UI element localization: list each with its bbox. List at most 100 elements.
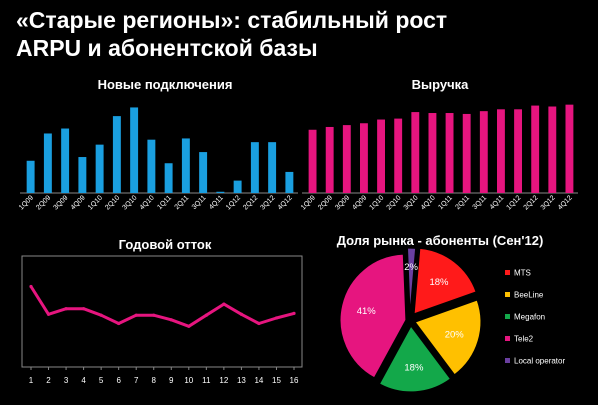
revenue-bar xyxy=(462,113,471,193)
new-connections-tick-label: 3Q12 xyxy=(259,194,276,211)
churn-tick-label: 7 xyxy=(134,376,139,385)
revenue-bar xyxy=(359,123,368,193)
legend-swatch xyxy=(505,292,510,297)
slide-title-line-1: «Старые регионы»: стабильный рост xyxy=(16,7,448,33)
churn-point xyxy=(99,313,103,317)
churn-point xyxy=(292,311,296,315)
revenue-bar xyxy=(445,113,454,193)
revenue-tick-label: 4Q09 xyxy=(351,194,368,211)
pie-slice-megafon xyxy=(378,324,452,393)
revenue-bar xyxy=(428,113,437,193)
revenue-chart: 1Q09 2Q09 3Q09 4Q09 1Q10 2Q10 3Q10 4Q10 1Q11 2Q11… xyxy=(300,104,578,212)
revenue-bar xyxy=(394,118,403,193)
revenue-tick-label: 4Q11 xyxy=(489,194,506,211)
new-connections-tick-label: 1Q10 xyxy=(87,194,104,211)
new-connections-tick-label: 1Q11 xyxy=(156,194,173,211)
revenue-tick-label: 3Q10 xyxy=(403,194,420,211)
new-connections-tick-label: 4Q11 xyxy=(208,194,225,211)
new-connections-bar xyxy=(199,152,208,193)
revenue-tick-label: 1Q10 xyxy=(368,194,385,211)
new-connections-tick-label: 2Q12 xyxy=(242,194,259,211)
new-connections-bar xyxy=(233,180,242,193)
churn-tick-label: 3 xyxy=(64,376,69,385)
revenue-bar xyxy=(325,126,334,193)
revenue-bar xyxy=(565,104,574,193)
churn-point xyxy=(239,312,243,316)
new-connections-tick-label: 1Q09 xyxy=(18,194,35,211)
new-connections-tick-label: 2Q09 xyxy=(35,194,52,211)
churn-point xyxy=(204,313,208,317)
churn-tick-label: 16 xyxy=(290,376,299,385)
revenue-title: Выручка xyxy=(411,77,469,92)
churn-tick-label: 6 xyxy=(116,376,121,385)
pie-slice-tele2 xyxy=(339,253,407,379)
pie-slice-label: 20% xyxy=(445,329,465,340)
revenue-bar xyxy=(514,109,523,193)
new-connections-bar xyxy=(43,133,52,193)
legend-label: Local operator xyxy=(514,357,565,366)
new-connections-tick-label: 4Q09 xyxy=(70,194,87,211)
new-connections-bar xyxy=(112,116,121,193)
pie-slice-label: 18% xyxy=(429,277,449,288)
revenue-tick-label: 2Q10 xyxy=(386,194,403,211)
churn-point xyxy=(117,321,121,326)
churn-point xyxy=(29,284,33,289)
legend-label: Megafon xyxy=(514,313,545,322)
churn-point xyxy=(187,324,191,328)
revenue-bar xyxy=(411,112,420,193)
churn-chart: 1 2 3 4 5 6 7 8 9 10 11 12 13 14 15 16 xyxy=(21,255,303,385)
revenue-tick-label: 3Q12 xyxy=(540,194,557,211)
revenue-tick-label: 2Q12 xyxy=(523,194,540,211)
revenue-tick-label: 4Q10 xyxy=(420,194,437,211)
churn-point xyxy=(152,313,156,317)
revenue-tick-label: 2Q11 xyxy=(454,194,471,211)
market-share-title: Доля рынка - абоненты (Сен'12) xyxy=(336,233,544,248)
churn-tick-label: 10 xyxy=(184,376,193,385)
legend-swatch xyxy=(505,336,510,341)
churn-tick-label: 5 xyxy=(99,376,104,385)
churn-tick-label: 4 xyxy=(81,376,86,385)
new-connections-bar xyxy=(285,171,294,193)
new-connections-tick-label: 3Q10 xyxy=(121,194,138,211)
revenue-tick-label: 3Q09 xyxy=(334,194,351,211)
churn-plot-frame xyxy=(21,255,303,368)
pie-slice-beeline xyxy=(414,299,482,376)
pie-slice-local-operator xyxy=(406,247,417,315)
churn-title: Годовой отток xyxy=(118,237,212,252)
revenue-bar xyxy=(531,105,540,193)
new-connections-chart: 1Q09 2Q09 3Q09 4Q09 1Q10 2Q10 3Q10 4Q10 1Q11 2Q11… xyxy=(18,107,298,212)
new-connections-bar xyxy=(130,107,139,193)
new-connections-tick-label: 3Q09 xyxy=(52,194,69,211)
revenue-bar xyxy=(479,111,488,193)
churn-point xyxy=(169,318,173,322)
pie-slice-mts xyxy=(413,247,477,315)
churn-tick-label: 11 xyxy=(202,376,211,385)
churn-point xyxy=(257,321,261,326)
new-connections-tick-label: 4Q12 xyxy=(277,194,294,211)
legend-label: BeeLine xyxy=(514,291,544,300)
revenue-tick-label: 4Q12 xyxy=(557,194,574,211)
legend-label: Tele2 xyxy=(514,335,534,344)
revenue-tick-label: 1Q12 xyxy=(505,194,522,211)
new-connections-tick-label: 1Q12 xyxy=(225,194,242,211)
new-connections-bar xyxy=(61,128,70,193)
market-share-chart: 18% 20% 18% 41% 2% MTS BeeLine Megafon Tele2 Loca… xyxy=(339,247,565,393)
new-connections-bar xyxy=(147,139,156,193)
pie-slice-label: 41% xyxy=(357,306,377,317)
churn-tick-label: 15 xyxy=(272,376,281,385)
slide-title-line-2: ARPU и абонентской базы xyxy=(16,35,318,61)
revenue-tick-label: 1Q09 xyxy=(300,194,317,211)
churn-tick-label: 13 xyxy=(237,376,246,385)
revenue-bar xyxy=(308,129,317,193)
churn-tick-label: 12 xyxy=(219,376,228,385)
legend-swatch xyxy=(505,314,510,319)
revenue-bar xyxy=(548,106,557,193)
revenue-bar xyxy=(342,125,351,193)
revenue-bar xyxy=(496,109,505,193)
pie-slice-label: 18% xyxy=(404,362,424,373)
new-connections-tick-label: 2Q10 xyxy=(104,194,121,211)
new-connections-tick-label: 3Q11 xyxy=(191,194,208,211)
new-connections-bar xyxy=(164,163,173,193)
revenue-bar xyxy=(377,119,386,193)
